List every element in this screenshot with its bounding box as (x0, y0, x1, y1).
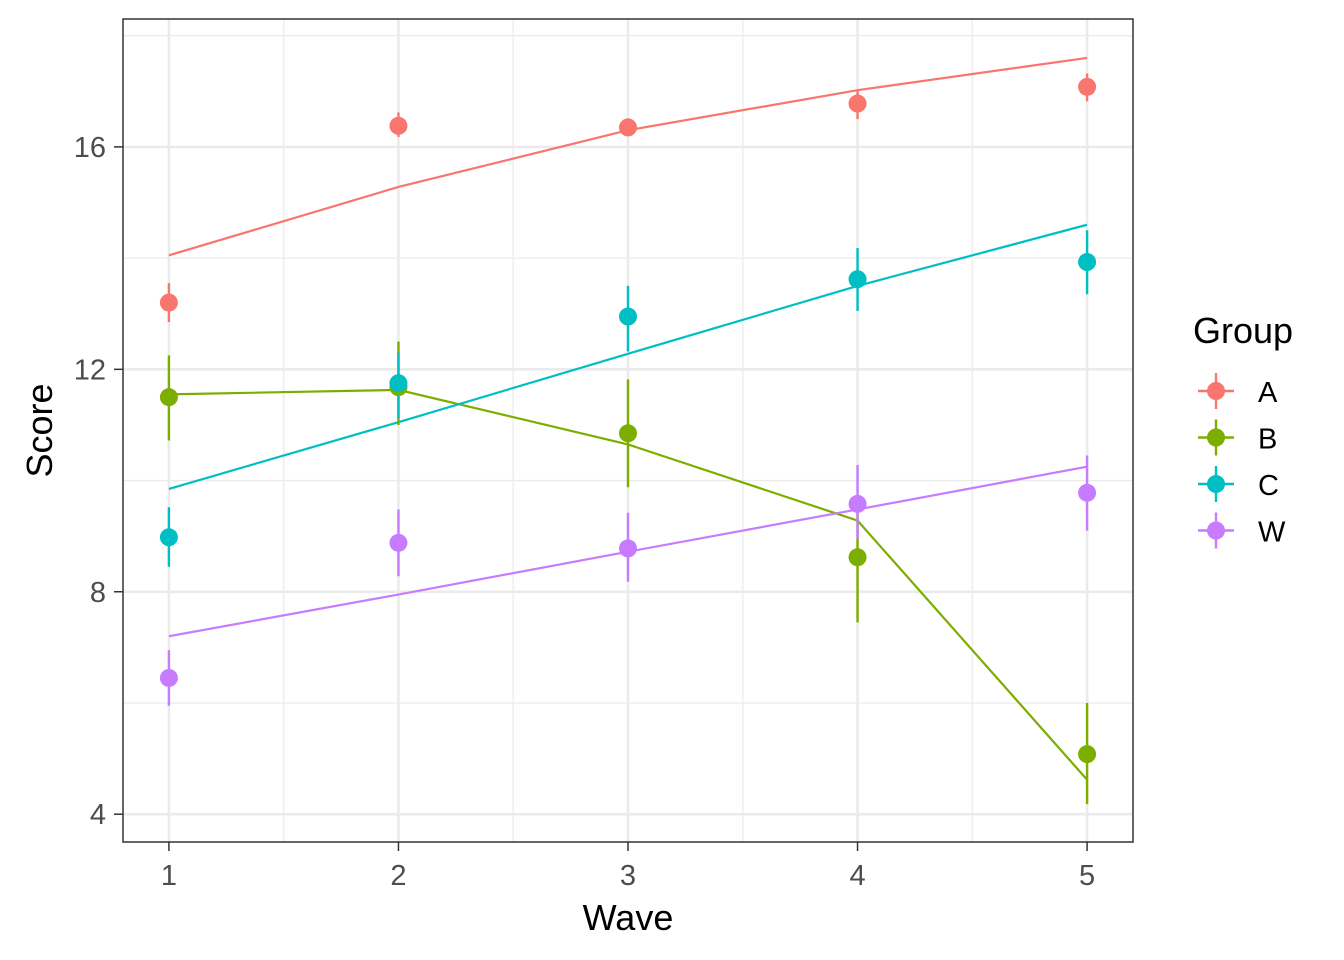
legend-title: Group (1193, 310, 1293, 351)
x-tick-label: 4 (849, 860, 865, 892)
data-point-W (619, 539, 637, 558)
legend-key-point (1207, 475, 1225, 493)
legend-item-A: A (1198, 373, 1278, 409)
data-point-W (848, 494, 867, 513)
data-point-B (619, 424, 637, 443)
data-point-C (619, 307, 637, 326)
data-point-C (389, 374, 408, 393)
legend-item-W: W (1198, 512, 1286, 549)
legend-label: B (1258, 424, 1277, 456)
y-tick-label: 12 (74, 354, 106, 386)
y-axis: 4 8 12 16 (74, 132, 123, 831)
data-point-B (1078, 745, 1097, 764)
legend-label: W (1258, 517, 1286, 549)
y-tick-label: 4 (90, 799, 106, 831)
data-point-A (389, 116, 408, 135)
x-tick-label: 1 (161, 860, 177, 892)
x-axis: 1 2 3 4 5 (161, 842, 1095, 892)
data-points (159, 77, 1097, 764)
legend-key-point (1207, 428, 1225, 447)
data-point-C (159, 528, 178, 547)
data-point-W (389, 533, 408, 552)
legend-label: A (1258, 377, 1278, 409)
y-axis-label: Score (19, 383, 60, 477)
data-point-B (159, 388, 178, 407)
x-axis-label: Wave (583, 897, 674, 938)
data-point-C (1078, 253, 1097, 272)
y-tick-label: 8 (90, 577, 106, 609)
legend-label: C (1258, 470, 1279, 502)
data-point-C (848, 270, 867, 289)
fit-line-C (168, 223, 1088, 490)
x-tick-label: 5 (1079, 860, 1095, 892)
data-point-B (848, 548, 867, 567)
data-point-A (619, 118, 637, 137)
data-point-A (159, 293, 178, 312)
x-tick-label: 2 (390, 860, 406, 892)
y-tick-label: 16 (74, 132, 106, 164)
data-point-A (1078, 77, 1097, 96)
legend-item-B: B (1198, 419, 1277, 456)
legend-key-point (1207, 382, 1225, 400)
legend-key-point (1207, 521, 1225, 540)
data-point-W (159, 668, 178, 687)
x-tick-label: 3 (620, 860, 636, 892)
legend-item-C: C (1198, 466, 1279, 502)
data-point-A (848, 94, 867, 113)
data-point-W (1078, 483, 1097, 502)
